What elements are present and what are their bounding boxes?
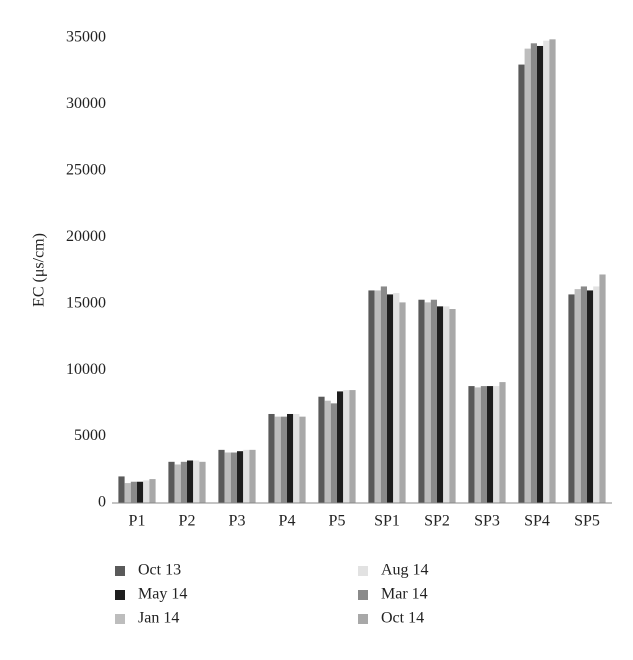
legend-swatch xyxy=(115,566,125,576)
bar xyxy=(237,451,244,503)
bar xyxy=(337,391,344,503)
legend-swatch xyxy=(358,614,368,624)
x-tick-label: P3 xyxy=(229,513,246,530)
y-tick-label: 5000 xyxy=(74,427,106,444)
x-tick-label: P1 xyxy=(129,513,146,530)
bar xyxy=(343,390,350,503)
bar xyxy=(593,286,600,503)
x-tick-label: SP4 xyxy=(524,513,550,530)
bar xyxy=(587,290,594,503)
bar xyxy=(193,460,200,503)
bar xyxy=(568,294,575,503)
bar xyxy=(380,286,387,503)
bar xyxy=(199,461,206,503)
bar xyxy=(374,290,381,503)
bar xyxy=(599,274,606,503)
legend-label: May 14 xyxy=(138,586,187,603)
bar xyxy=(299,416,306,503)
bar xyxy=(524,48,531,503)
bar xyxy=(537,45,544,503)
bar xyxy=(368,290,375,503)
bar xyxy=(418,299,425,503)
bar xyxy=(293,413,300,503)
legend-label: Aug 14 xyxy=(381,562,429,579)
bar xyxy=(349,390,356,503)
bar xyxy=(130,481,137,503)
bar xyxy=(243,449,250,503)
bar xyxy=(468,386,475,503)
legend-swatch xyxy=(115,590,125,600)
legend-label: Mar 14 xyxy=(381,586,428,603)
legend-swatch xyxy=(358,590,368,600)
bar xyxy=(480,386,487,503)
bar xyxy=(124,483,131,503)
bar xyxy=(137,481,144,503)
legend-label: Oct 13 xyxy=(138,562,181,579)
bar xyxy=(187,460,194,503)
bar xyxy=(218,449,225,503)
bar xyxy=(118,476,125,503)
bar xyxy=(499,382,506,503)
bar xyxy=(149,479,156,503)
x-tick-label: SP2 xyxy=(424,513,450,530)
bar xyxy=(168,461,175,503)
bar xyxy=(268,413,275,503)
bar xyxy=(449,309,456,503)
bar xyxy=(393,293,400,503)
bar xyxy=(324,400,331,503)
bar xyxy=(574,289,581,503)
bar xyxy=(287,413,294,503)
bar xyxy=(474,387,481,503)
bar xyxy=(387,294,394,503)
y-tick-label: 20000 xyxy=(66,228,106,245)
bar xyxy=(437,306,444,503)
x-tick-label: SP5 xyxy=(574,513,600,530)
bar xyxy=(274,416,281,503)
y-tick-label: 0 xyxy=(98,494,106,511)
y-tick-label: 15000 xyxy=(66,294,106,311)
x-tick-label: P4 xyxy=(279,513,296,530)
bar xyxy=(230,452,237,503)
bar xyxy=(174,464,181,503)
bar xyxy=(424,302,431,503)
bar xyxy=(143,480,150,503)
bar xyxy=(224,452,231,503)
bar xyxy=(549,39,556,503)
x-tick-label: SP3 xyxy=(474,513,500,530)
x-tick-label: P2 xyxy=(179,513,196,530)
bar xyxy=(280,416,287,503)
y-axis-label: EC (μs/cm) xyxy=(31,233,48,307)
x-tick-label: SP1 xyxy=(374,513,400,530)
bar xyxy=(249,449,256,503)
y-tick-label: 25000 xyxy=(66,162,106,179)
bar xyxy=(543,40,550,504)
bar xyxy=(443,306,450,503)
x-tick-label: P5 xyxy=(329,513,346,530)
legend-swatch xyxy=(358,566,368,576)
legend-label: Oct 14 xyxy=(381,610,424,627)
legend-label: Jan 14 xyxy=(138,610,179,627)
bar xyxy=(430,299,437,503)
bar xyxy=(180,461,187,503)
bar xyxy=(518,64,525,504)
bar xyxy=(487,386,494,503)
y-tick-label: 35000 xyxy=(66,29,106,46)
bar xyxy=(318,396,325,503)
bar xyxy=(330,403,337,503)
bar xyxy=(580,286,587,503)
bar xyxy=(399,302,406,503)
y-tick-label: 30000 xyxy=(66,95,106,112)
y-tick-label: 10000 xyxy=(66,361,106,378)
bar xyxy=(493,386,500,503)
legend-swatch xyxy=(115,614,125,624)
bar xyxy=(530,43,537,504)
